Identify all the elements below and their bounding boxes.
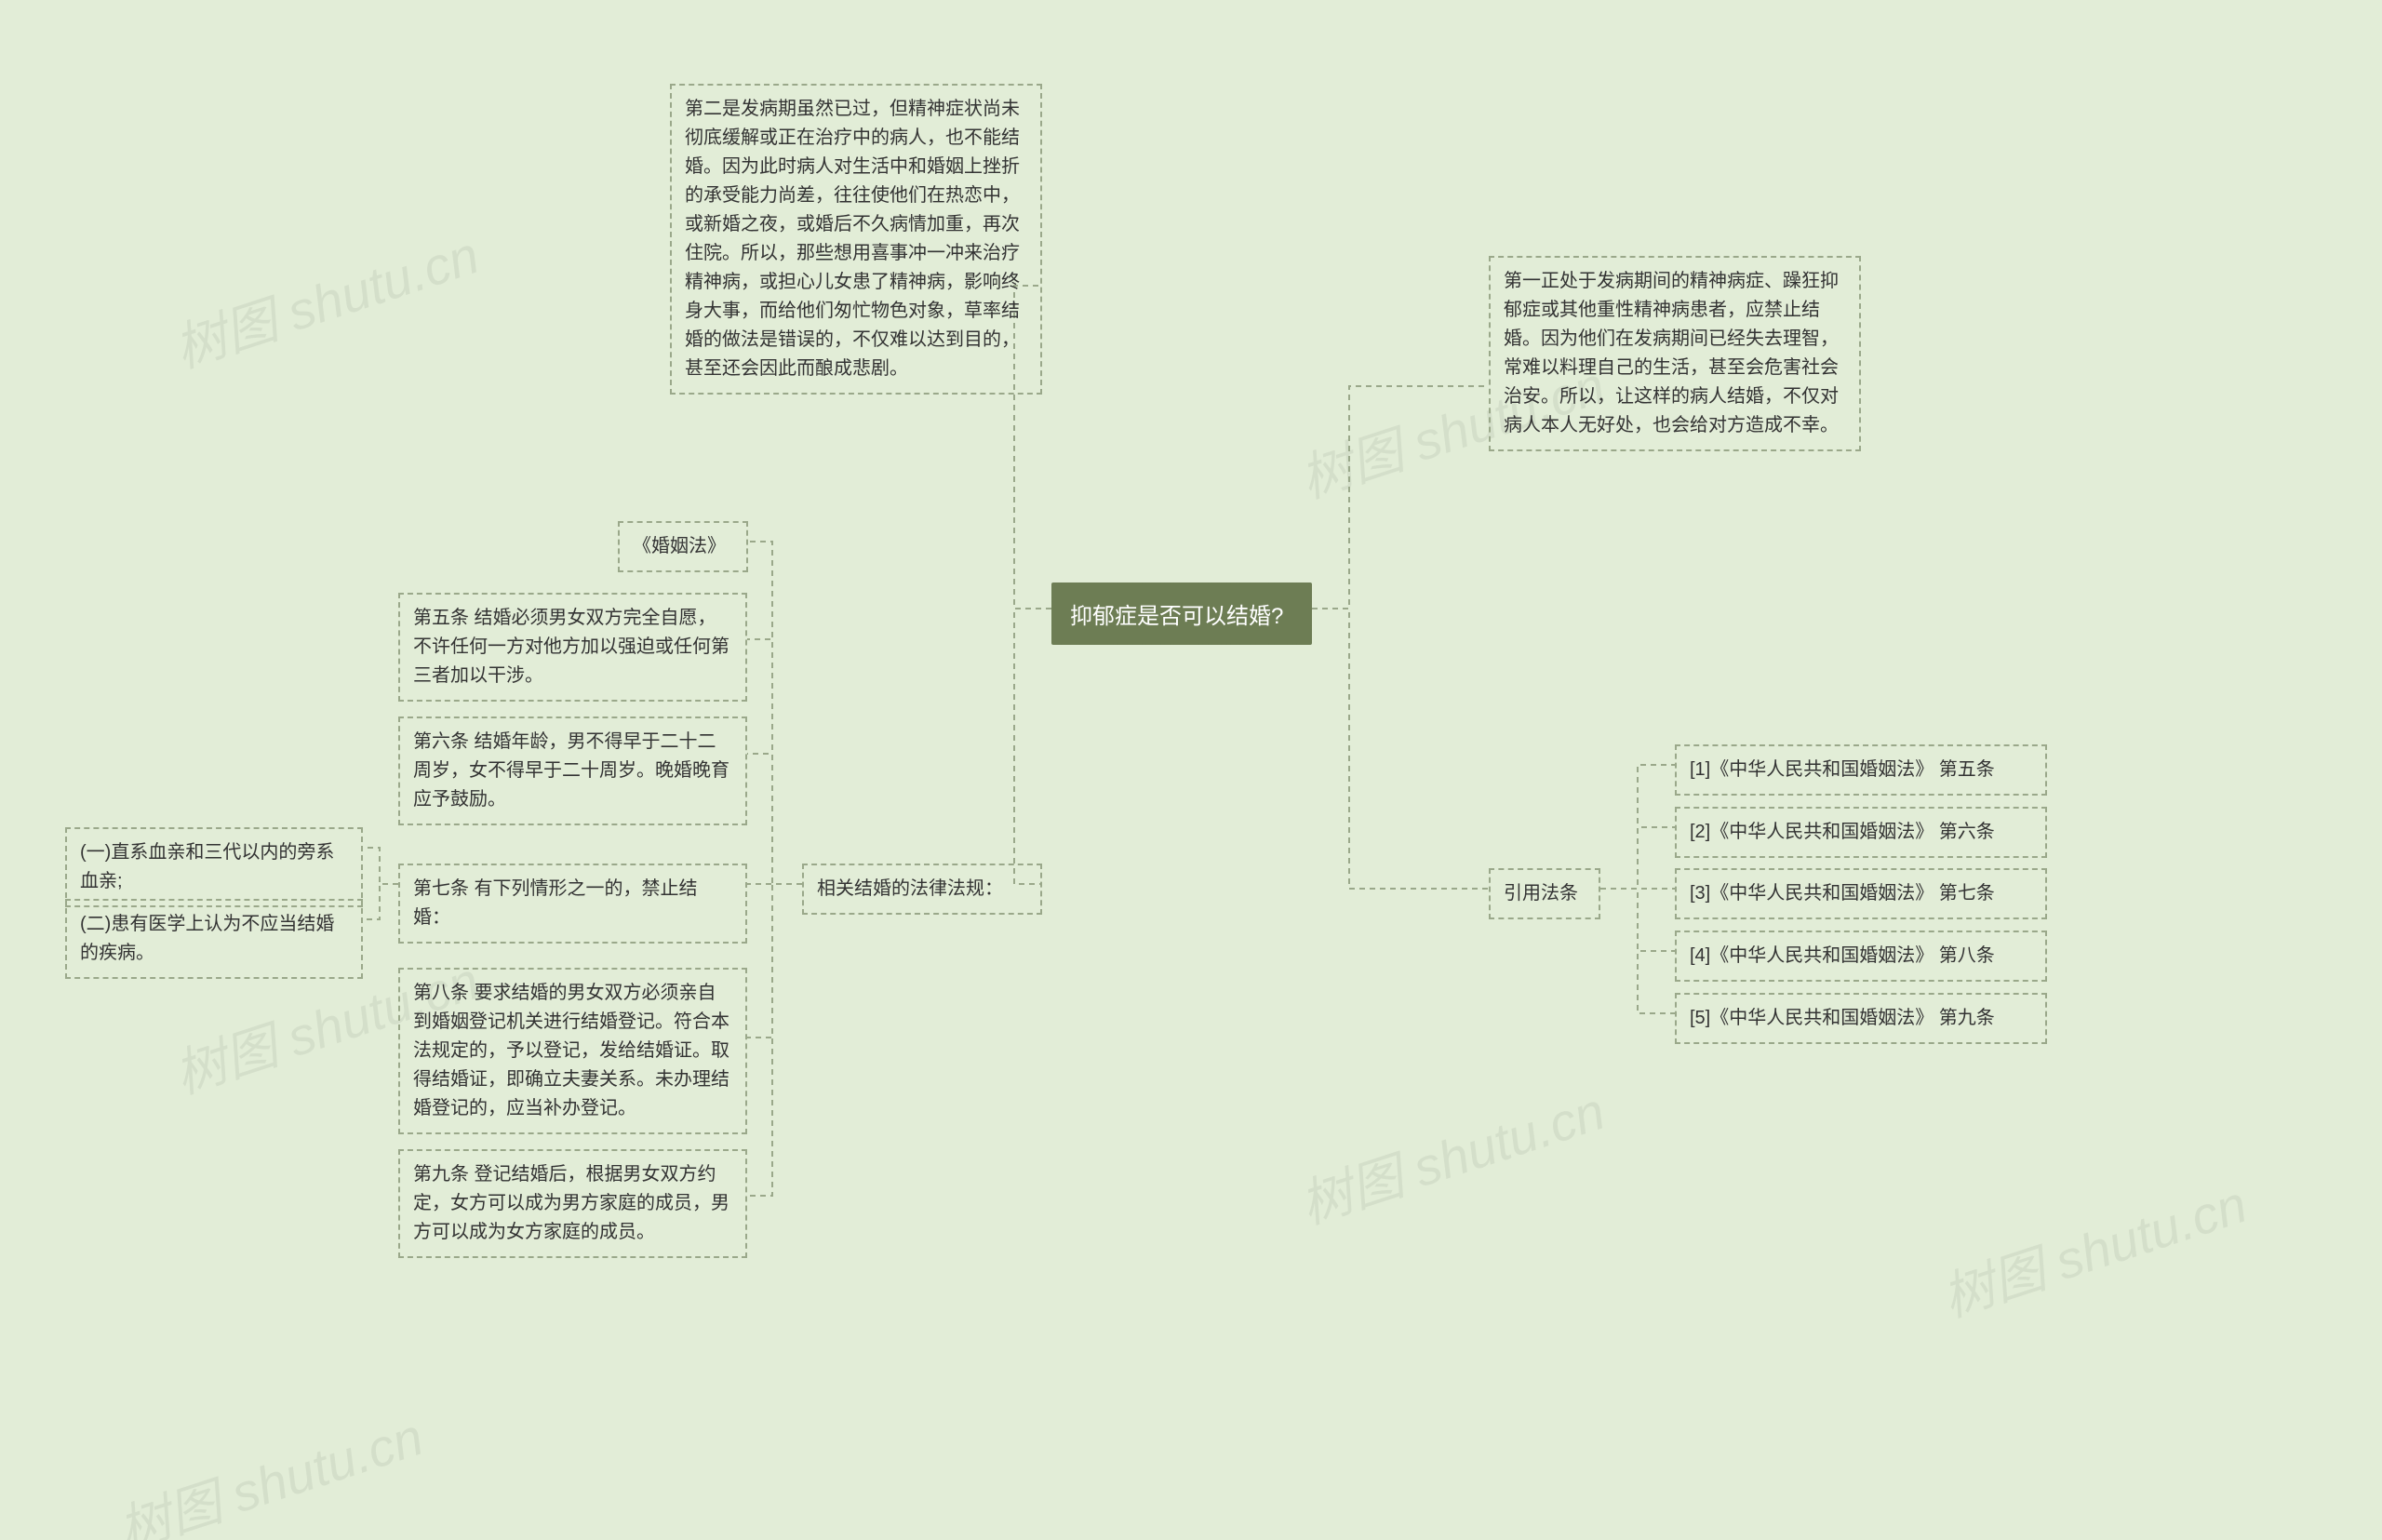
watermark: 树图 shutu.cn — [164, 214, 488, 383]
node-article-6[interactable]: 第六条 结婚年龄，男不得早于二十二周岁，女不得早于二十周岁。晚婚晚育应予鼓励。 — [398, 716, 747, 825]
lawcite-item[interactable]: [3]《中华人民共和国婚姻法》 第七条 — [1675, 868, 2047, 919]
node-article-7[interactable]: 第七条 有下列情形之一的，禁止结婚： — [398, 864, 747, 944]
node-article-8[interactable]: 第八条 要求结婚的男女双方必须亲自到婚姻登记机关进行结婚登记。符合本法规定的，予… — [398, 968, 747, 1134]
lawcite-item[interactable]: [1]《中华人民共和国婚姻法》 第五条 — [1675, 744, 2047, 796]
lawcite-item[interactable]: [4]《中华人民共和国婚姻法》 第八条 — [1675, 931, 2047, 982]
watermark: 树图 shutu.cn — [1290, 1070, 1613, 1239]
lawcite-item[interactable]: [5]《中华人民共和国婚姻法》 第九条 — [1675, 993, 2047, 1044]
node-hunyinfa[interactable]: 《婚姻法》 — [618, 521, 748, 572]
node-article-7-sub[interactable]: (一)直系血亲和三代以内的旁系血亲; — [65, 827, 363, 907]
watermark: 树图 shutu.cn — [1932, 1163, 2255, 1332]
mindmap-root[interactable]: 抑郁症是否可以结婚? — [1051, 583, 1312, 645]
node-article-5[interactable]: 第五条 结婚必须男女双方完全自愿，不许任何一方对他方加以强迫或任何第三者加以干涉… — [398, 593, 747, 702]
node-lawcite[interactable]: 引用法条 — [1489, 868, 1600, 919]
watermark: 树图 shutu.cn — [108, 1396, 432, 1540]
node-second-reason[interactable]: 第二是发病期虽然已过，但精神症状尚未彻底缓解或正在治疗中的病人，也不能结婚。因为… — [670, 84, 1042, 395]
node-law-section[interactable]: 相关结婚的法律法规： — [802, 864, 1042, 915]
lawcite-item[interactable]: [2]《中华人民共和国婚姻法》 第六条 — [1675, 807, 2047, 858]
node-article-7-sub[interactable]: (二)患有医学上认为不应当结婚的疾病。 — [65, 899, 363, 979]
node-article-9[interactable]: 第九条 登记结婚后，根据男女双方约定，女方可以成为男方家庭的成员，男方可以成为女… — [398, 1149, 747, 1258]
node-first-reason[interactable]: 第一正处于发病期间的精神病症、躁狂抑郁症或其他重性精神病患者，应禁止结婚。因为他… — [1489, 256, 1861, 451]
